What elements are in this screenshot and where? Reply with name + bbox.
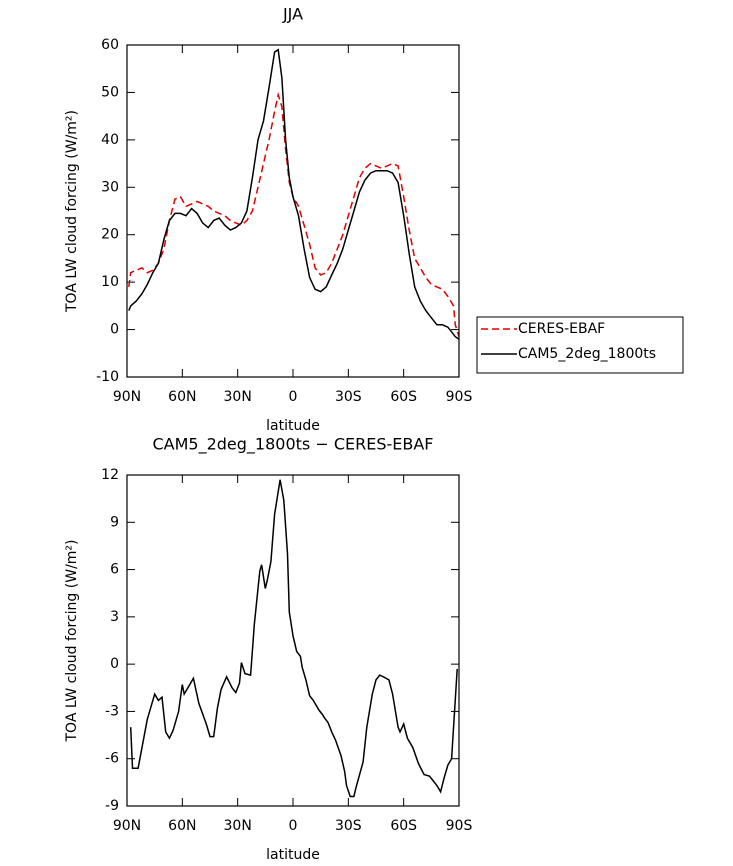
x-tick-label: 90S bbox=[446, 818, 473, 834]
x-axis-label: latitude bbox=[266, 418, 320, 434]
y-tick-label: 10 bbox=[101, 274, 119, 290]
x-tick-label: 0 bbox=[289, 389, 298, 405]
y-tick-label: 20 bbox=[101, 227, 119, 243]
x-tick-label: 30S bbox=[335, 389, 362, 405]
x-tick-label: 90N bbox=[113, 389, 141, 405]
x-tick-label: 90N bbox=[113, 818, 141, 834]
y-tick-label: 40 bbox=[101, 132, 119, 148]
y-tick-label: 6 bbox=[110, 562, 119, 578]
chart-title: JJA bbox=[282, 5, 303, 24]
x-axis-label: latitude bbox=[266, 847, 320, 863]
x-tick-label: 90S bbox=[446, 389, 473, 405]
y-tick-label: -10 bbox=[96, 369, 119, 385]
legend-label: CAM5_2deg_1800ts bbox=[518, 346, 656, 362]
chart-title: CAM5_2deg_1800ts − CERES-EBAF bbox=[152, 435, 433, 455]
data-line bbox=[128, 48, 459, 340]
y-tick-label: 12 bbox=[101, 467, 119, 483]
x-tick-label: 30N bbox=[224, 389, 252, 405]
x-tick-label: 60S bbox=[390, 818, 417, 834]
plot-frame bbox=[126, 474, 460, 807]
data-line bbox=[128, 91, 459, 337]
y-axis-label: TOA LW cloud forcing (W/m²) bbox=[64, 540, 80, 743]
y-tick-label: 9 bbox=[110, 514, 119, 530]
x-tick-label: 30S bbox=[335, 818, 362, 834]
legend-box bbox=[476, 316, 684, 374]
data-line bbox=[129, 479, 458, 798]
y-axis-label: TOA LW cloud forcing (W/m²) bbox=[64, 110, 80, 313]
x-tick-label: 60N bbox=[168, 389, 196, 405]
y-tick-label: 0 bbox=[110, 322, 119, 338]
y-tick-label: -3 bbox=[105, 703, 119, 719]
y-tick-label: 50 bbox=[101, 84, 119, 100]
y-tick-label: -9 bbox=[105, 798, 119, 814]
legend-label: CERES-EBAF bbox=[518, 321, 605, 337]
x-tick-label: 60N bbox=[168, 818, 196, 834]
y-tick-label: 0 bbox=[110, 656, 119, 672]
plot-frame bbox=[126, 44, 460, 378]
x-tick-label: 30N bbox=[224, 818, 252, 834]
y-tick-label: 3 bbox=[110, 609, 119, 625]
x-tick-label: 0 bbox=[289, 818, 298, 834]
x-tick-label: 60S bbox=[390, 389, 417, 405]
y-tick-label: 60 bbox=[101, 37, 119, 53]
y-tick-label: 30 bbox=[101, 179, 119, 195]
y-tick-label: -6 bbox=[105, 751, 119, 767]
